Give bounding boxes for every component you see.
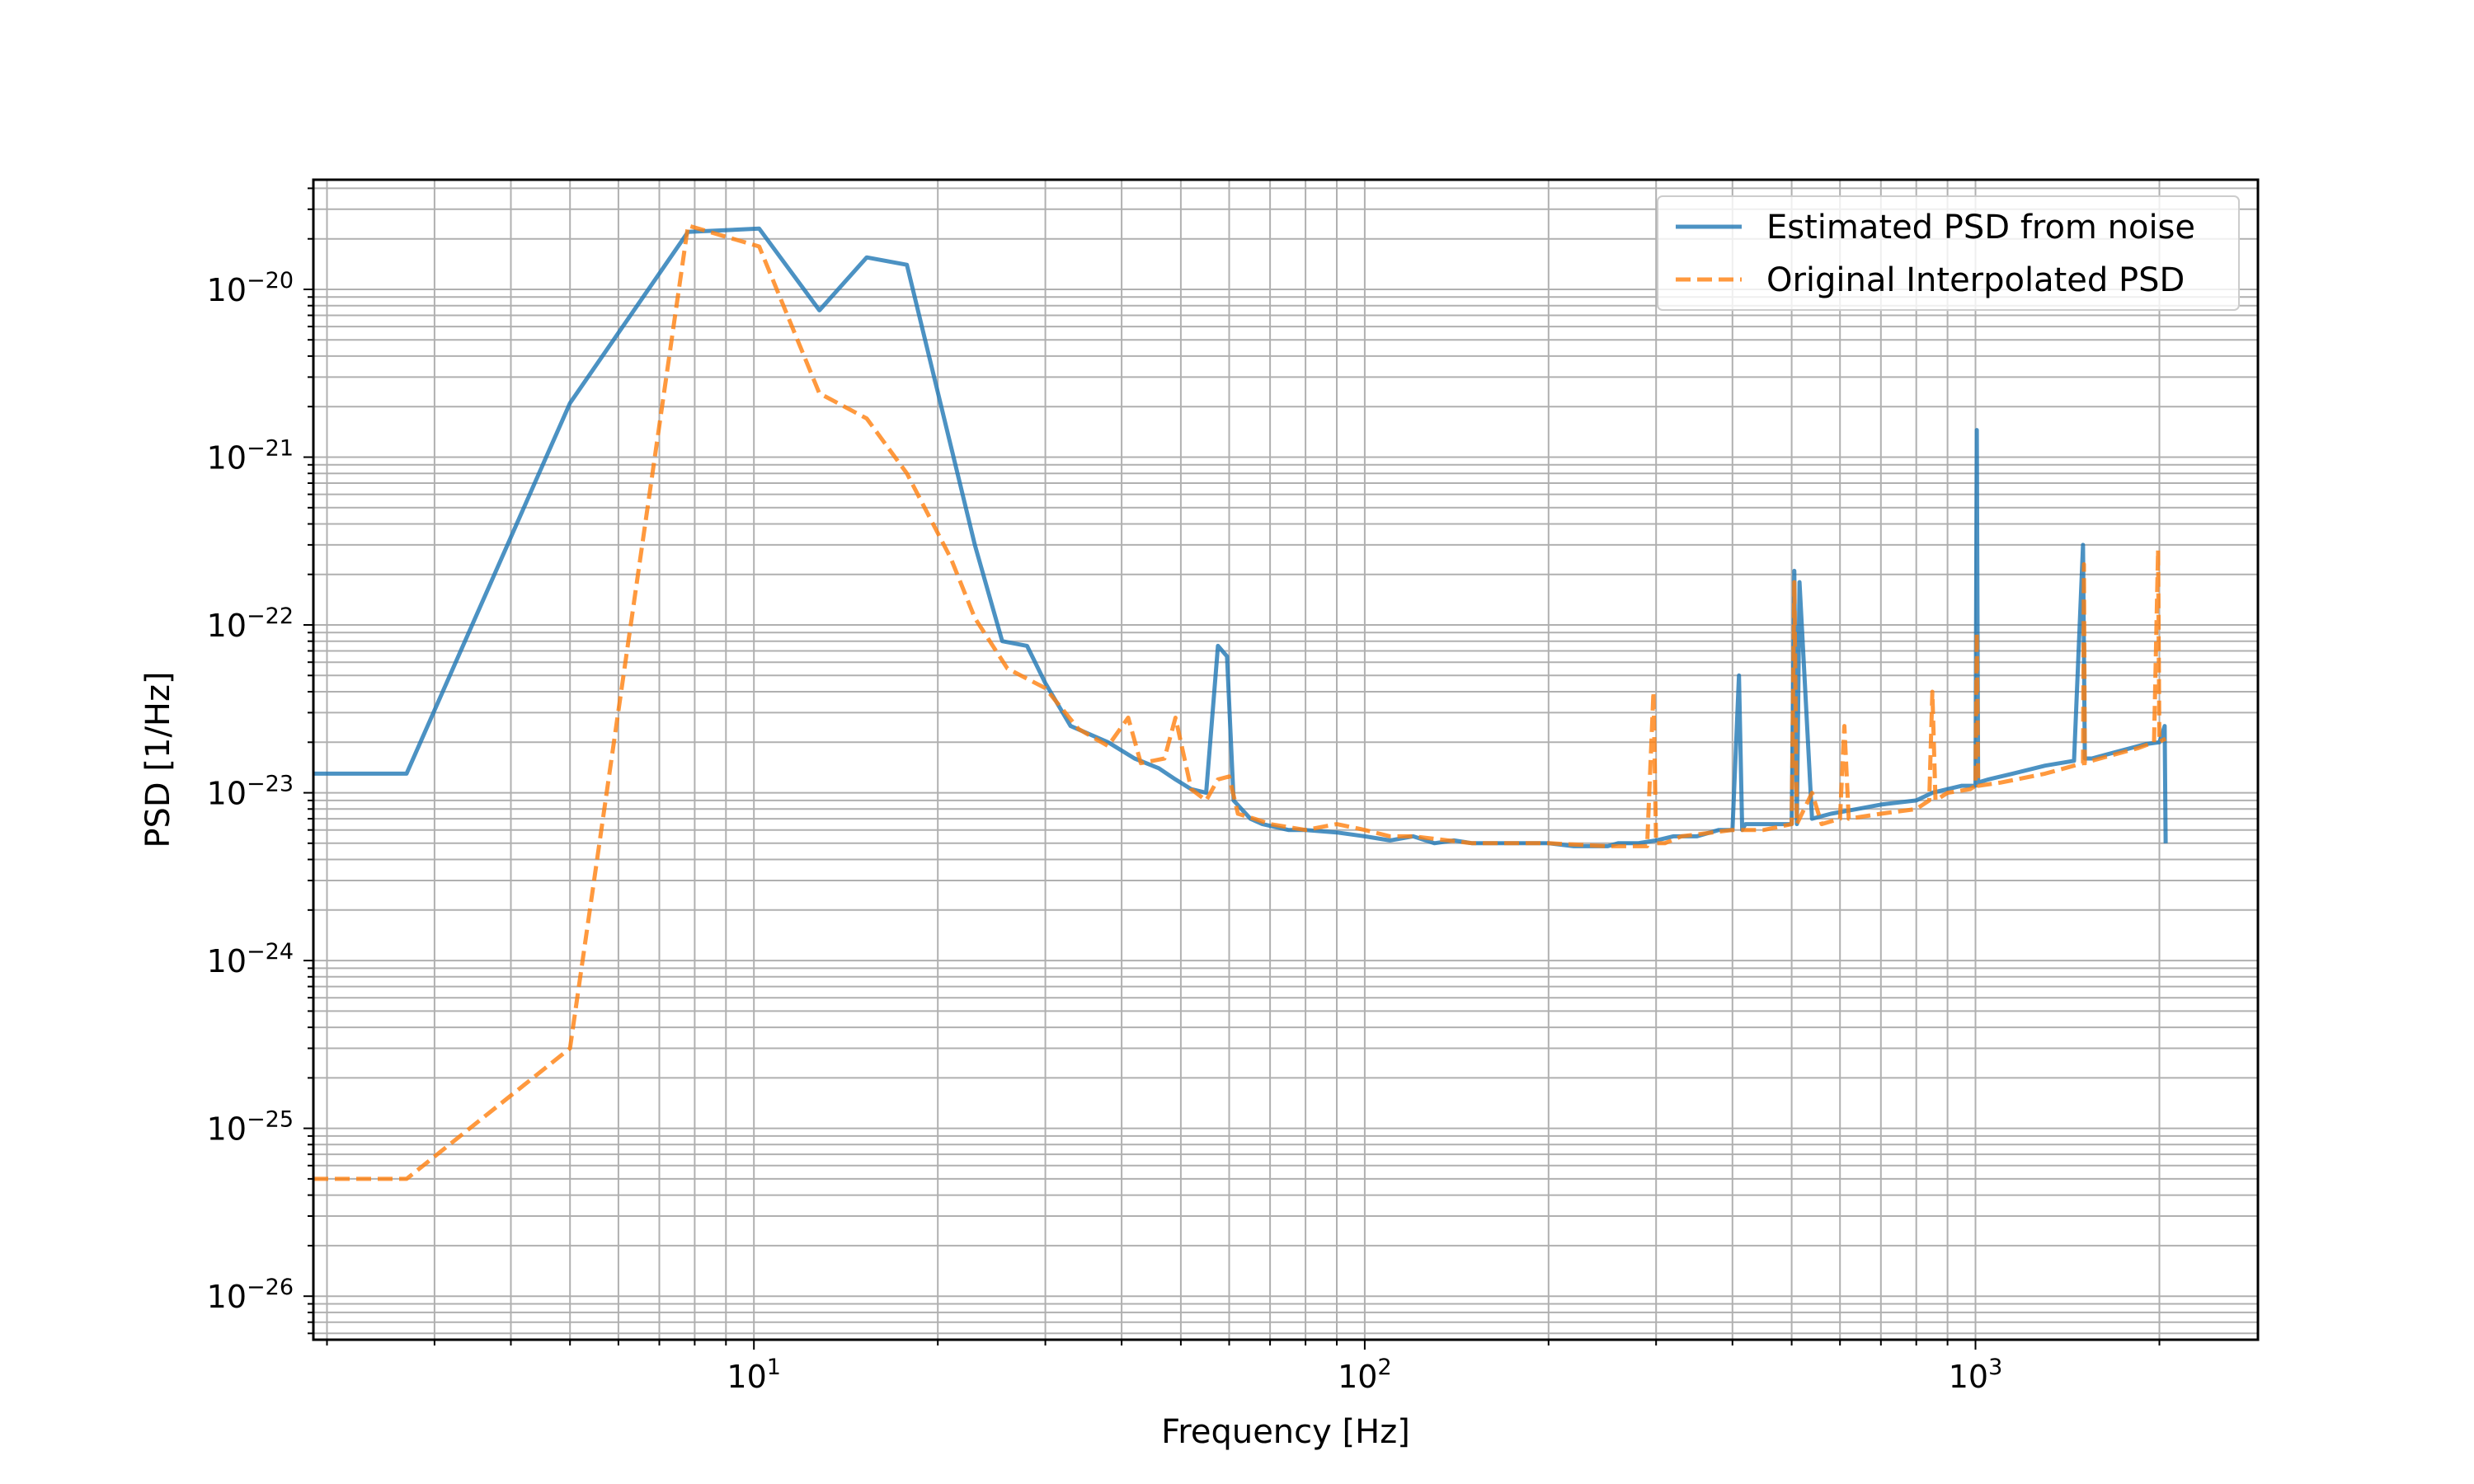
y-tick-base: 10 [207, 439, 247, 476]
y-tick-base: 10 [207, 272, 247, 308]
series-line-estimated-psd [313, 226, 2168, 848]
y-tick-exponent: −25 [247, 1107, 294, 1133]
grid [313, 180, 2258, 1340]
y-tick-base: 10 [207, 776, 247, 812]
x-tick-exponent: 3 [1988, 1355, 2002, 1380]
x-tick-base: 10 [1949, 1359, 1988, 1395]
legend-label-estimated: Estimated PSD from noise [1766, 209, 2195, 247]
x-axis-tick-labels: 101 102 103 [727, 1355, 2002, 1395]
y-tick-exponent: −21 [247, 435, 294, 461]
x-tick-label: 103 [1949, 1355, 2003, 1395]
axis-ticks [303, 187, 2161, 1350]
series-line-original-psd [313, 223, 2167, 1181]
y-tick-exponent: −24 [247, 939, 294, 965]
plot-frame [312, 178, 2260, 1341]
x-tick-exponent: 1 [767, 1355, 781, 1380]
x-tick-exponent: 2 [1377, 1355, 1391, 1380]
y-tick-label: 10−22 [207, 603, 294, 644]
y-tick-base: 10 [207, 1279, 247, 1315]
y-tick-label: 10−26 [207, 1275, 294, 1315]
y-tick-exponent: −22 [247, 603, 294, 629]
y-tick-label: 10−24 [207, 939, 294, 979]
plot-series [313, 223, 2168, 1181]
y-tick-base: 10 [207, 943, 247, 979]
y-tick-label: 10−23 [207, 772, 294, 812]
y-tick-exponent: −26 [247, 1275, 294, 1300]
y-axis-label: PSD [1/Hz] [139, 671, 177, 848]
x-tick-label: 101 [727, 1355, 781, 1395]
x-axis-label: Frequency [Hz] [1161, 1413, 1410, 1451]
legend: Estimated PSD from noise Original Interp… [1657, 195, 2240, 311]
x-tick-base: 10 [727, 1359, 766, 1395]
y-tick-label: 10−20 [207, 268, 294, 308]
y-tick-exponent: −23 [247, 772, 294, 797]
y-tick-exponent: −20 [247, 268, 294, 294]
legend-box [1657, 195, 2240, 311]
y-tick-base: 10 [207, 608, 247, 644]
x-tick-base: 10 [1338, 1359, 1377, 1395]
y-tick-label: 10−21 [207, 435, 294, 476]
x-tick-label: 102 [1338, 1355, 1392, 1395]
y-tick-base: 10 [207, 1111, 247, 1148]
y-tick-label: 10−25 [207, 1107, 294, 1148]
legend-label-original: Original Interpolated PSD [1766, 261, 2185, 299]
